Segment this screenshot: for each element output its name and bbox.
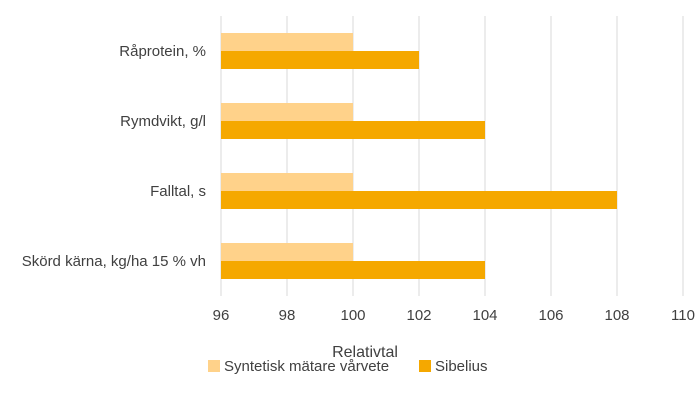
legend-swatch xyxy=(208,360,220,372)
x-tick-label: 98 xyxy=(279,307,296,324)
bars xyxy=(221,33,617,279)
bar-sibelius xyxy=(221,191,617,209)
legend-swatch xyxy=(419,360,431,372)
category-labels: Råprotein, % Rymdvikt, g/l Falltal, s Skörd… xyxy=(22,43,206,270)
x-tick-labels: 96 98 100 102 104 106 108 110 xyxy=(213,307,695,324)
x-tick-label: 100 xyxy=(340,307,365,324)
x-tick-label: 102 xyxy=(406,307,431,324)
legend-label: Sibelius xyxy=(435,358,488,375)
x-tick-label: 96 xyxy=(213,307,230,324)
bar-syntetisk xyxy=(221,243,353,261)
x-axis-title: Relativtal xyxy=(332,344,398,361)
x-tick-label: 106 xyxy=(538,307,563,324)
legend: Syntetisk mätare vårvete Sibelius xyxy=(208,358,488,375)
x-tick-label: 110 xyxy=(671,307,695,324)
bar-syntetisk xyxy=(221,173,353,191)
bar-sibelius xyxy=(221,121,485,139)
bar-sibelius xyxy=(221,261,485,279)
category-label: Skörd kärna, kg/ha 15 % vh xyxy=(22,253,206,270)
bar-syntetisk xyxy=(221,33,353,51)
x-tick-label: 108 xyxy=(604,307,629,324)
legend-label: Syntetisk mätare vårvete xyxy=(224,358,389,375)
bar-syntetisk xyxy=(221,103,353,121)
bar-sibelius xyxy=(221,51,419,69)
x-tick-label: 104 xyxy=(472,307,497,324)
category-label: Falltal, s xyxy=(150,183,206,200)
category-label: Rymdvikt, g/l xyxy=(120,113,206,130)
category-label: Råprotein, % xyxy=(119,43,206,60)
